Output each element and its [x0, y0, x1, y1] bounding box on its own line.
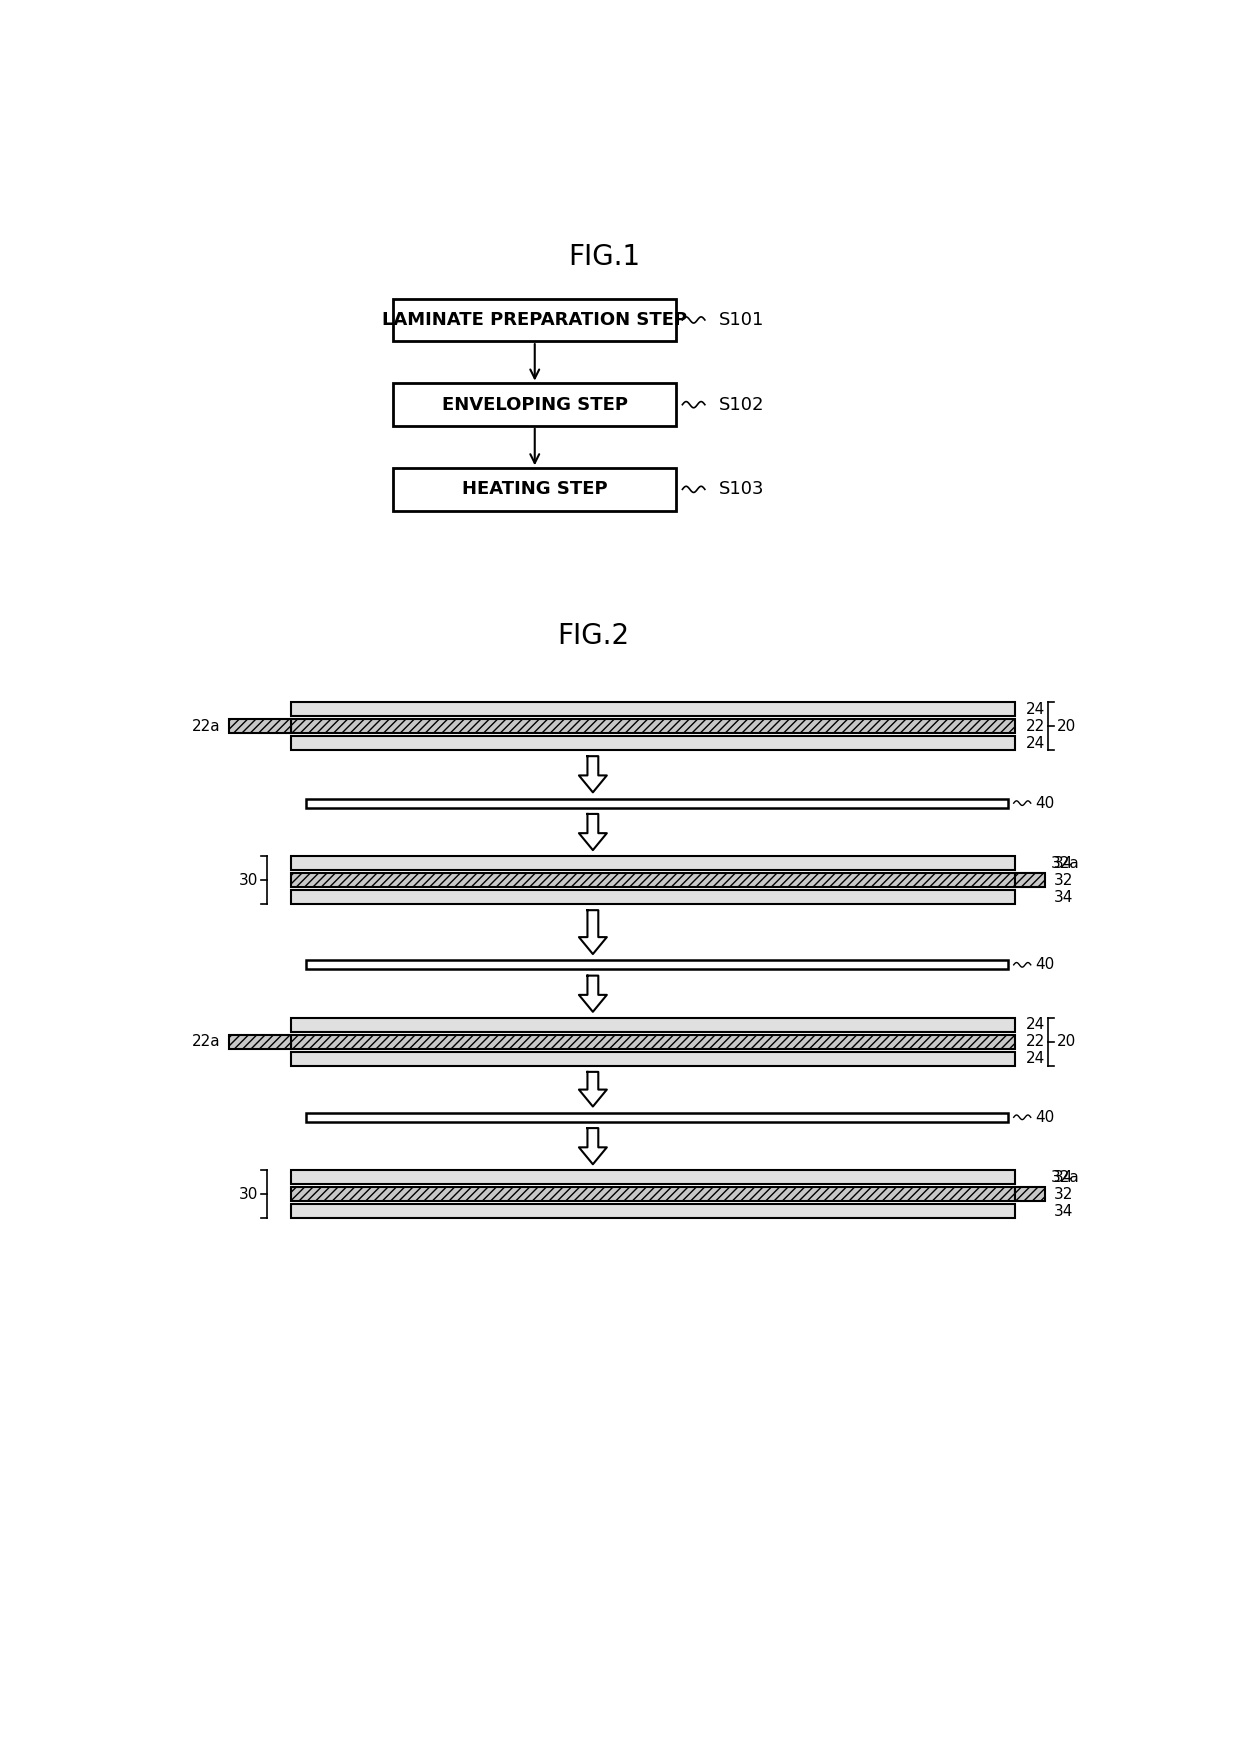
- Text: 22: 22: [1025, 1034, 1045, 1049]
- Text: S101: S101: [719, 310, 764, 329]
- Bar: [290, 872, 1016, 887]
- Text: HEATING STEP: HEATING STEP: [463, 480, 608, 498]
- Bar: [228, 1035, 290, 1049]
- Text: 34: 34: [1054, 1170, 1074, 1184]
- Text: 24: 24: [1025, 703, 1045, 717]
- Text: 32a: 32a: [1052, 1170, 1080, 1184]
- Polygon shape: [579, 976, 606, 1013]
- Text: 24: 24: [1025, 1051, 1045, 1067]
- Text: 30: 30: [238, 872, 258, 888]
- Polygon shape: [579, 911, 606, 955]
- Text: 32a: 32a: [1052, 855, 1080, 871]
- Bar: [306, 1113, 1007, 1121]
- Text: FIG.1: FIG.1: [568, 242, 641, 270]
- Bar: [290, 1035, 1016, 1049]
- Bar: [290, 1018, 1016, 1032]
- Text: S102: S102: [719, 396, 764, 413]
- Text: 40: 40: [1035, 795, 1055, 811]
- Text: LAMINATE PREPARATION STEP: LAMINATE PREPARATION STEP: [382, 310, 687, 329]
- Bar: [290, 890, 1016, 904]
- Text: 24: 24: [1025, 1018, 1045, 1032]
- Polygon shape: [579, 1128, 606, 1165]
- Text: 34: 34: [1054, 890, 1074, 904]
- Text: 24: 24: [1025, 736, 1045, 750]
- Bar: [306, 960, 1007, 969]
- Text: 34: 34: [1054, 855, 1074, 871]
- Text: 22a: 22a: [192, 1034, 221, 1049]
- Bar: [290, 703, 1016, 717]
- Bar: [393, 468, 676, 510]
- Text: 22: 22: [1025, 718, 1045, 734]
- Text: ENVELOPING STEP: ENVELOPING STEP: [441, 396, 627, 413]
- Bar: [290, 1051, 1016, 1065]
- Bar: [290, 1188, 1016, 1202]
- Text: 32: 32: [1054, 1186, 1074, 1202]
- Bar: [290, 720, 1016, 732]
- Text: 40: 40: [1035, 957, 1055, 972]
- Text: 32: 32: [1054, 872, 1074, 888]
- Text: 40: 40: [1035, 1109, 1055, 1125]
- Text: 34: 34: [1054, 1204, 1074, 1219]
- Bar: [306, 799, 1007, 808]
- Bar: [393, 300, 676, 342]
- Text: S103: S103: [719, 480, 764, 498]
- Bar: [290, 736, 1016, 750]
- Polygon shape: [579, 815, 606, 850]
- Bar: [228, 720, 290, 732]
- Bar: [393, 384, 676, 426]
- Text: 22a: 22a: [192, 718, 221, 734]
- Bar: [1016, 872, 1044, 887]
- Bar: [290, 1204, 1016, 1218]
- Text: 20: 20: [1056, 718, 1076, 734]
- Bar: [290, 857, 1016, 871]
- Polygon shape: [579, 757, 606, 792]
- Text: 20: 20: [1056, 1034, 1076, 1049]
- Bar: [290, 1170, 1016, 1184]
- Text: 30: 30: [238, 1186, 258, 1202]
- Text: FIG.2: FIG.2: [557, 622, 629, 650]
- Polygon shape: [579, 1072, 606, 1107]
- Bar: [1016, 1188, 1044, 1202]
